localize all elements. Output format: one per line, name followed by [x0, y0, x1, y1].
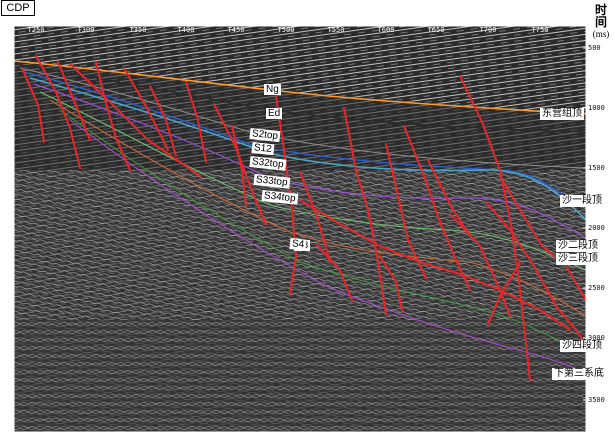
horizon-base	[69, 119, 587, 373]
time-axis: 500 1000 1500 2000 2500 3000 3500	[586, 0, 615, 436]
zone-label-sha4-top: 沙四段顶	[560, 340, 604, 352]
horizon-s4	[59, 109, 587, 353]
section-lower-zone	[14, 320, 586, 432]
time-axis-unit: (ms)	[592, 29, 610, 39]
horizon-label-s12: S12	[251, 142, 275, 156]
cdp-tick-label: T700	[479, 26, 497, 34]
fault-lines	[21, 55, 587, 381]
cdp-tick-label: T350	[129, 26, 147, 34]
cdp-tick-label: T600	[377, 26, 395, 34]
time-tick-label: 500	[588, 44, 601, 52]
cdp-tick-label: T650	[427, 26, 445, 34]
horizon-label-ed: Ed	[266, 108, 283, 119]
cdp-tick-label: T250	[27, 26, 45, 34]
horizon-s12	[23, 71, 587, 209]
section-frame	[13, 25, 587, 433]
dipping-reflectors	[14, 60, 586, 170]
cdp-tick-label: T450	[227, 26, 245, 34]
time-tick-label: 1500	[588, 164, 605, 172]
cdp-tick-label: T750	[531, 26, 549, 34]
cdp-tick-label: T300	[77, 26, 95, 34]
time-tick-label: 1000	[588, 104, 605, 112]
time-tick-label: 3000	[588, 334, 605, 342]
cdp-tick-label: T550	[327, 26, 345, 34]
horizon-label-ng: Ng	[264, 84, 281, 95]
time-tick-label: 2500	[588, 284, 605, 292]
cdp-tick-label: T400	[177, 26, 195, 34]
horizon-s3	[49, 99, 587, 317]
cdp-tick-label: T500	[277, 26, 295, 34]
zone-label-sha1-top: 沙一段顶	[560, 195, 604, 207]
zone-label-sha2-top: 沙二段顶	[556, 240, 600, 252]
time-axis-title: 时间 (ms)	[590, 4, 612, 40]
zone-label-sha3-top: 沙三段顶	[556, 253, 600, 265]
time-tick-label: 2000	[588, 224, 605, 232]
horizon-s33top	[33, 83, 587, 239]
horizon-s32top	[29, 77, 587, 221]
horizon-label-s4: S4	[289, 238, 307, 251]
cdp-axis: T250 T300 T350 T400 T450 T500 T550 T600 …	[14, 26, 586, 38]
zone-label-lower-tertiary-base: 下第三系底	[552, 368, 606, 380]
time-tick-label: 3500	[588, 396, 605, 404]
zone-label-dongying-top: 东营组顶	[540, 108, 584, 120]
time-axis-label: 时间	[594, 3, 607, 29]
cdp-axis-label: CDP	[1, 0, 35, 16]
